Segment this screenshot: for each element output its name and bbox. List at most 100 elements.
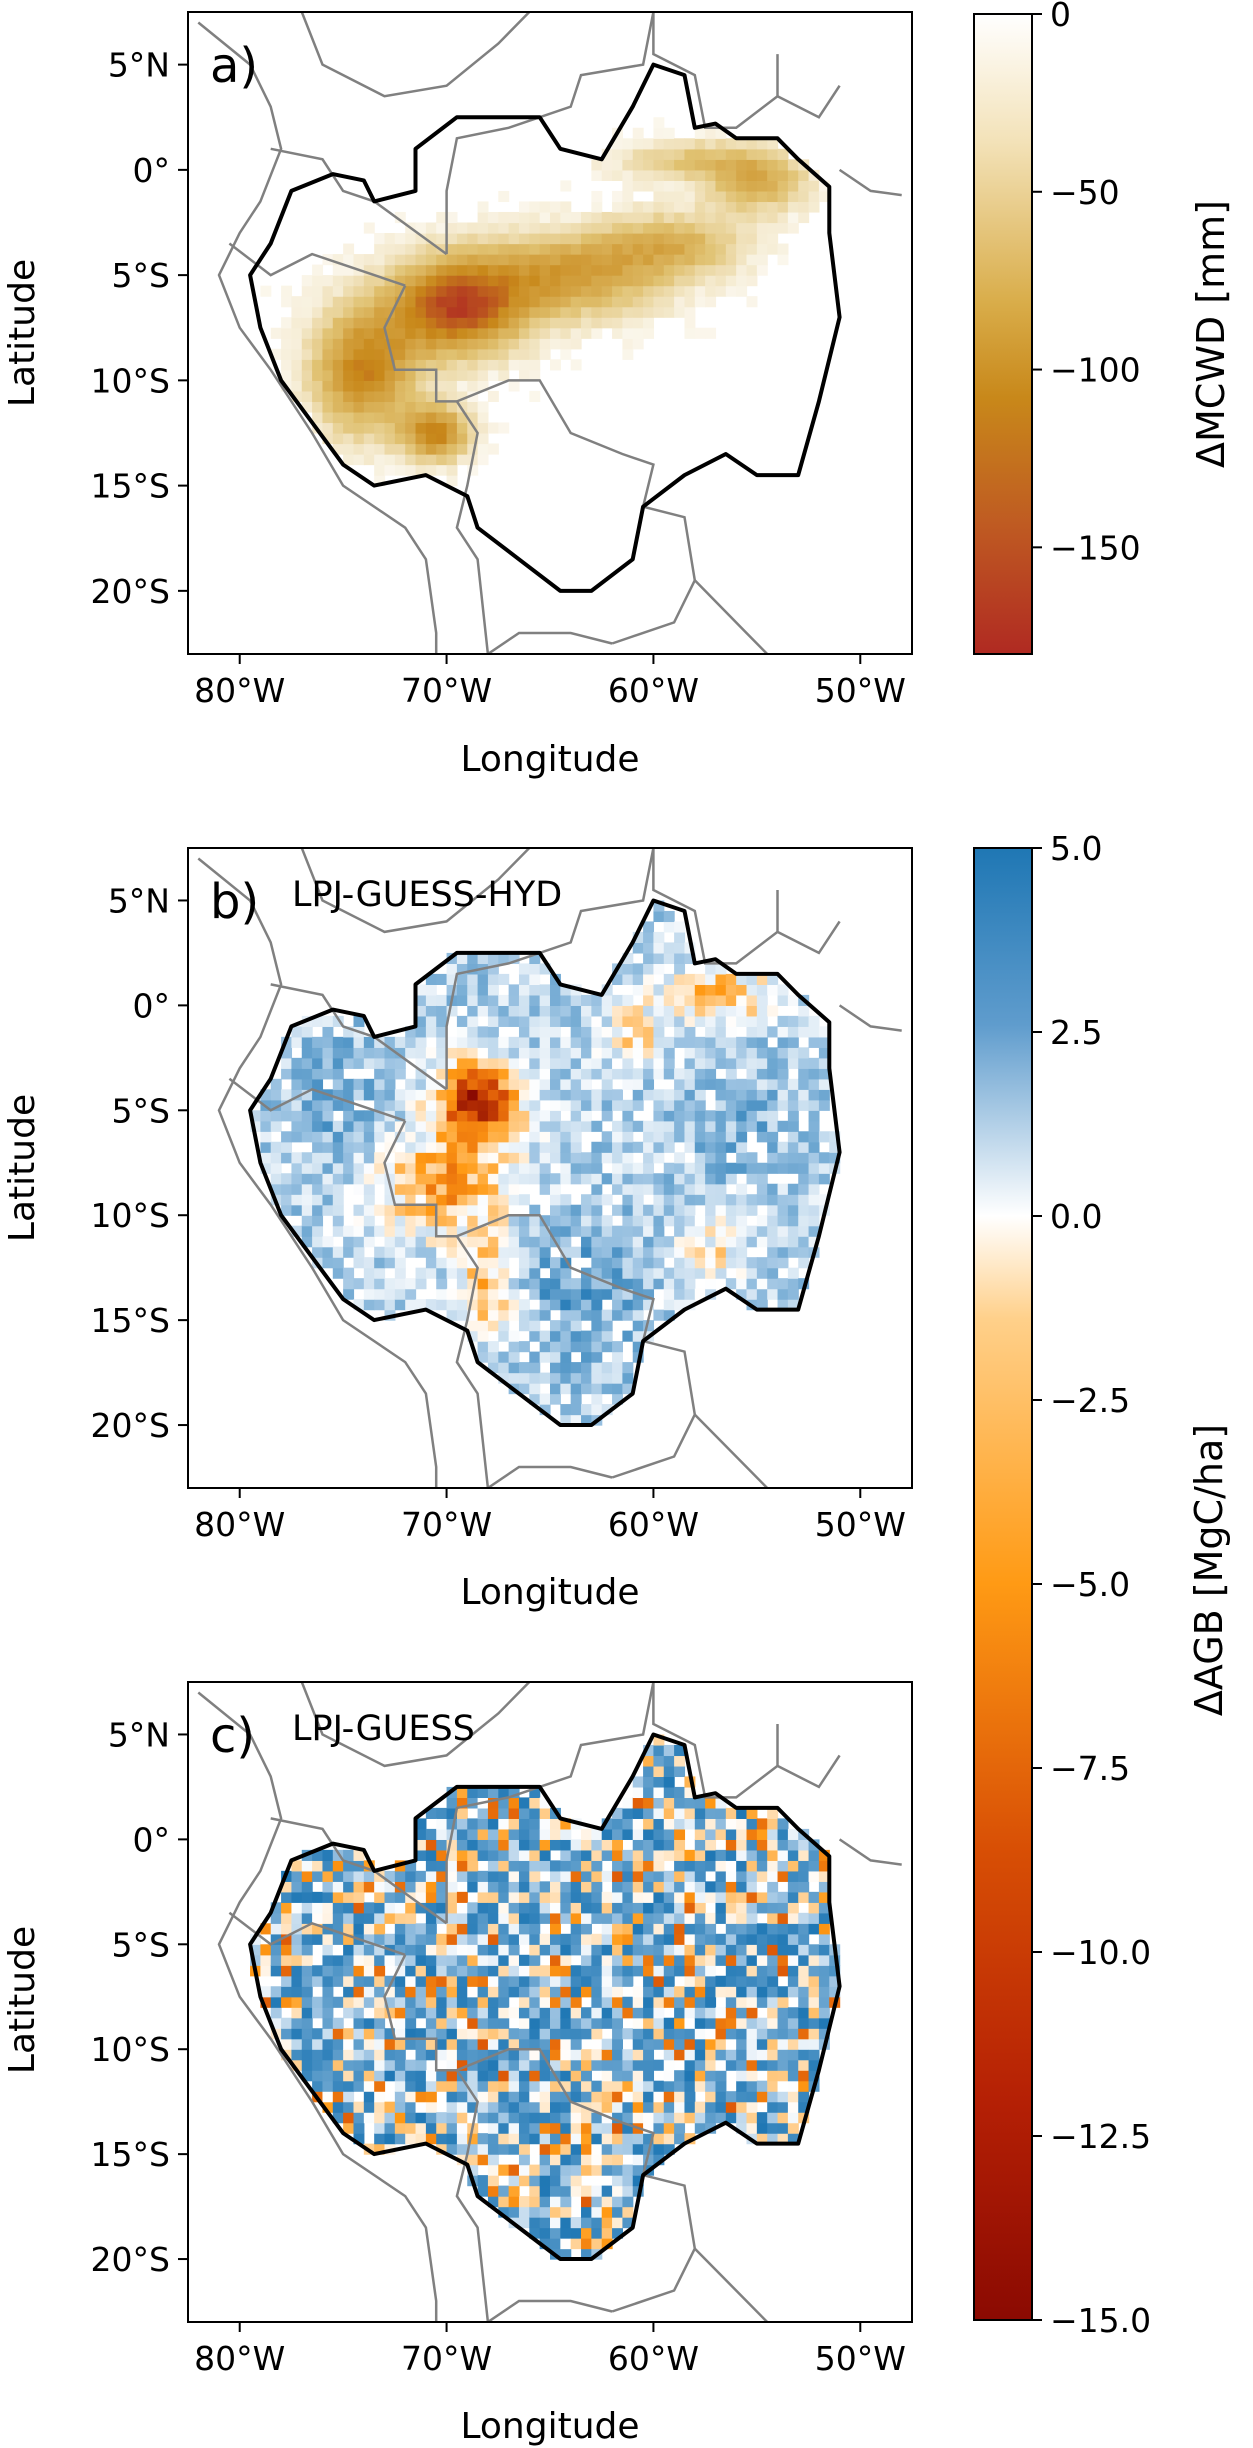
grid-cell	[415, 1975, 427, 1987]
grid-cell	[612, 1267, 623, 1279]
grid-cell	[374, 390, 386, 403]
grid-cell	[436, 327, 448, 339]
grid-cell	[756, 264, 768, 276]
grid-cell	[456, 1267, 468, 1279]
grid-cell	[746, 1162, 758, 1174]
grid-cell	[425, 233, 437, 245]
grid-cell	[456, 1891, 468, 1903]
grid-cell	[725, 148, 737, 160]
grid-cell	[384, 1225, 396, 1237]
grid-cell	[684, 264, 696, 276]
grid-cell	[663, 1881, 675, 1893]
grid-cell	[363, 1236, 375, 1248]
grid-cell	[622, 1975, 634, 1987]
grid-cell	[312, 1131, 324, 1143]
grid-cell	[674, 2049, 686, 2061]
grid-cell	[725, 2101, 737, 2113]
grid-cell	[663, 1944, 675, 1956]
grid-cell	[736, 1015, 748, 1027]
grid-cell	[550, 306, 561, 318]
grid-cell	[456, 2028, 468, 2040]
grid-cell	[767, 1807, 779, 1819]
grid-cell	[725, 264, 737, 276]
grid-cell	[684, 1881, 696, 1893]
grid-cell	[643, 201, 655, 213]
grid-cell	[653, 1797, 665, 1809]
grid-cell	[632, 138, 644, 150]
grid-cell	[653, 963, 665, 975]
grid-cell	[787, 1236, 799, 1248]
grid-cell	[518, 233, 530, 245]
grid-cell	[456, 1912, 468, 1924]
grid-cell	[487, 1183, 499, 1195]
grid-cell	[456, 264, 468, 276]
grid-cell	[570, 1036, 582, 1048]
grid-cell	[467, 1986, 479, 1998]
grid-cell	[632, 1015, 644, 1027]
grid-cell	[487, 243, 499, 255]
grid-cell	[281, 1131, 293, 1143]
grid-cell	[808, 180, 820, 192]
grid-cell	[374, 359, 386, 371]
grid-cell	[705, 1267, 717, 1279]
grid-cell	[498, 2049, 510, 2061]
grid-cell	[632, 1839, 644, 1851]
grid-cell	[622, 1309, 634, 1321]
grid-cell	[787, 1902, 799, 1914]
grid-cell	[591, 1246, 603, 1258]
grid-cell	[467, 243, 479, 255]
grid-cell	[508, 984, 520, 996]
grid-cell	[436, 1152, 448, 1164]
grid-cell	[384, 1057, 396, 1069]
grid-cell	[767, 190, 779, 203]
grid-cell	[591, 190, 603, 203]
grid-cell	[550, 2059, 561, 2071]
grid-cell	[384, 2101, 396, 2113]
grid-cell	[581, 2154, 592, 2166]
grid-cell	[425, 1996, 437, 2008]
grid-cell	[570, 243, 582, 255]
grid-cell	[353, 1057, 365, 1069]
grid-cell	[746, 1986, 758, 1998]
grid-cell	[446, 973, 458, 985]
grid-cell	[643, 2007, 655, 2019]
grid-cell	[705, 1818, 717, 1830]
grid-cell	[436, 1162, 448, 1174]
grid-cell	[405, 2080, 417, 2092]
grid-cell	[715, 1215, 727, 1227]
grid-cell	[270, 1141, 282, 1153]
grid-cell	[622, 1005, 634, 1017]
grid-cell	[632, 254, 644, 266]
grid-cell	[725, 1215, 737, 1227]
grid-cell	[694, 1173, 706, 1185]
grid-cell	[694, 1015, 706, 1027]
grid-cell	[787, 2070, 799, 2082]
grid-cell	[653, 180, 665, 192]
grid-cell	[756, 2059, 768, 2071]
grid-cell	[591, 1351, 603, 1363]
grid-cell	[508, 222, 520, 234]
grid-cell	[694, 1078, 706, 1090]
grid-cell	[653, 2080, 665, 2092]
grid-cell	[818, 1078, 830, 1090]
grid-cell	[291, 1078, 303, 1090]
grid-cell	[787, 1912, 799, 1924]
grid-cell	[787, 2049, 799, 2061]
grid-cell	[477, 1902, 489, 1914]
grid-cell	[374, 1057, 386, 1069]
grid-cell	[746, 233, 758, 245]
country-borders-a	[197, 12, 902, 654]
grid-cell	[456, 401, 468, 413]
grid-cell	[467, 359, 479, 371]
grid-cell	[829, 1975, 841, 1987]
grid-cell	[539, 2091, 551, 2103]
grid-cell	[550, 1047, 561, 1059]
grid-cell	[684, 1162, 696, 1174]
grid-cell	[767, 1246, 779, 1258]
grid-cell	[622, 1933, 634, 1945]
grid-cell	[436, 1068, 448, 1080]
grid-cell	[550, 222, 561, 234]
grid-cell	[301, 1047, 313, 1059]
grid-cell	[394, 327, 406, 339]
x-tick-label: 80°W	[194, 1505, 285, 1544]
